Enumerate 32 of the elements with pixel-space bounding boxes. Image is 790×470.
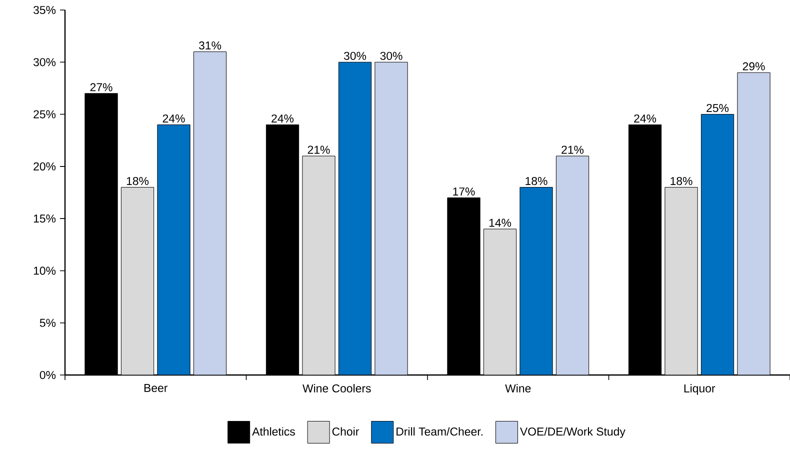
data-label: 24% xyxy=(634,114,656,123)
data-label: 24% xyxy=(272,114,294,123)
y-tick-label: 10% xyxy=(34,266,56,275)
data-label: 17% xyxy=(453,187,475,196)
legend-label: VOE/DE/Work Study xyxy=(520,427,626,438)
data-label: 29% xyxy=(742,62,765,70)
legend-label: Drill Team/Cheer. xyxy=(396,427,482,436)
y-tick-label: 35% xyxy=(33,6,56,14)
x-tick-label: Beer xyxy=(144,384,168,392)
data-label: 21% xyxy=(308,146,330,154)
y-tick-label: 5% xyxy=(40,318,56,327)
data-label: 30% xyxy=(380,52,402,60)
data-label: 27% xyxy=(90,83,112,92)
data-label: 21% xyxy=(562,146,584,154)
data-label: 25% xyxy=(706,104,729,112)
y-tick-label: 15% xyxy=(34,214,56,223)
data-label: 18% xyxy=(670,176,692,186)
y-tick-label: 30% xyxy=(33,58,56,66)
x-tick-label: Wine xyxy=(505,384,531,392)
data-label: 14% xyxy=(489,218,512,227)
y-tick-label: 20% xyxy=(34,162,56,170)
data-label: 31% xyxy=(198,41,222,50)
data-label: 18% xyxy=(126,176,149,186)
data-label: 30% xyxy=(344,52,366,60)
data-label: 24% xyxy=(162,114,185,123)
x-tick-label: Wine Coolers xyxy=(302,384,371,392)
y-tick-label: 0% xyxy=(40,370,56,380)
legend-label: Choir xyxy=(332,427,359,436)
data-label: 18% xyxy=(526,176,548,186)
y-tick-label: 25% xyxy=(34,110,56,118)
x-tick-label: Liquor xyxy=(684,384,716,395)
legend-label: Athletics xyxy=(252,427,295,436)
